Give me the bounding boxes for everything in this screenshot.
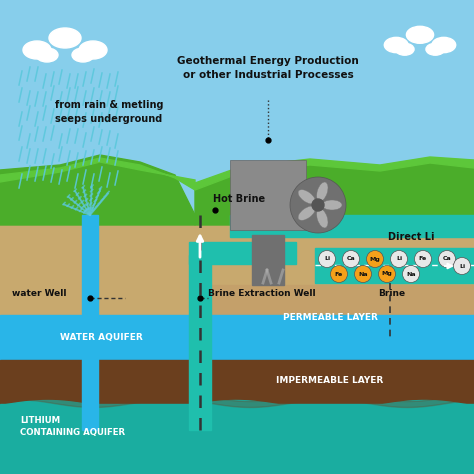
Ellipse shape bbox=[395, 43, 414, 55]
Text: Na: Na bbox=[406, 272, 416, 276]
Ellipse shape bbox=[23, 41, 51, 59]
Bar bbox=[252, 235, 284, 285]
Text: LITHIUM
CONTAINING AQUIFER: LITHIUM CONTAINING AQUIFER bbox=[20, 416, 125, 437]
Ellipse shape bbox=[432, 37, 456, 53]
Circle shape bbox=[290, 177, 346, 233]
Ellipse shape bbox=[72, 48, 94, 62]
Polygon shape bbox=[0, 155, 195, 225]
Text: Fe: Fe bbox=[419, 256, 427, 262]
Text: Na: Na bbox=[358, 272, 368, 276]
Text: Mg: Mg bbox=[370, 256, 380, 262]
Text: water Well: water Well bbox=[12, 289, 66, 298]
Text: WATER AQUIFER: WATER AQUIFER bbox=[60, 333, 143, 342]
Polygon shape bbox=[0, 158, 195, 190]
Circle shape bbox=[414, 250, 431, 267]
Text: Brine: Brine bbox=[378, 289, 405, 298]
Circle shape bbox=[312, 199, 324, 211]
Polygon shape bbox=[195, 160, 474, 225]
Circle shape bbox=[402, 265, 419, 283]
Bar bbox=[0, 0, 474, 230]
Text: Li: Li bbox=[324, 256, 330, 262]
Circle shape bbox=[319, 250, 336, 267]
Bar bbox=[315, 248, 474, 283]
Bar bbox=[189, 255, 211, 430]
Text: Li: Li bbox=[459, 264, 465, 268]
Circle shape bbox=[355, 265, 372, 283]
Ellipse shape bbox=[384, 37, 408, 53]
Ellipse shape bbox=[298, 190, 315, 204]
Bar bbox=[189, 242, 296, 264]
Text: Geothermal Energy Production
or other Industrial Processes: Geothermal Energy Production or other In… bbox=[177, 56, 359, 80]
Bar bbox=[0, 360, 474, 405]
Bar bbox=[0, 215, 474, 474]
Ellipse shape bbox=[36, 48, 58, 62]
Bar bbox=[0, 315, 474, 360]
Circle shape bbox=[379, 265, 395, 283]
Text: Li: Li bbox=[396, 256, 402, 262]
Ellipse shape bbox=[317, 182, 328, 201]
Text: Fe: Fe bbox=[335, 272, 343, 276]
Bar bbox=[230, 160, 306, 230]
Text: PERMEABLE LAYER: PERMEABLE LAYER bbox=[283, 313, 377, 322]
Text: IMPERMEABLE LAYER: IMPERMEABLE LAYER bbox=[276, 376, 383, 385]
Ellipse shape bbox=[49, 28, 81, 48]
Text: Brine Extraction Well: Brine Extraction Well bbox=[208, 289, 316, 298]
Text: from rain & metling: from rain & metling bbox=[55, 100, 164, 110]
Circle shape bbox=[366, 250, 383, 267]
Polygon shape bbox=[195, 157, 474, 190]
Bar bbox=[195, 285, 474, 330]
Bar bbox=[0, 404, 474, 474]
Bar bbox=[259, 191, 281, 266]
Text: seeps underground: seeps underground bbox=[55, 114, 162, 124]
Bar bbox=[82, 215, 98, 430]
Ellipse shape bbox=[406, 26, 434, 43]
Ellipse shape bbox=[322, 200, 342, 210]
Text: Ca: Ca bbox=[346, 256, 356, 262]
Text: Mg: Mg bbox=[382, 272, 392, 276]
Bar bbox=[230, 215, 474, 237]
Circle shape bbox=[438, 250, 456, 267]
Ellipse shape bbox=[79, 41, 107, 59]
Circle shape bbox=[454, 257, 471, 274]
Circle shape bbox=[343, 250, 359, 267]
Text: Ca: Ca bbox=[443, 256, 451, 262]
Circle shape bbox=[391, 250, 408, 267]
Text: Direct Li: Direct Li bbox=[388, 232, 435, 242]
Ellipse shape bbox=[298, 206, 315, 220]
Ellipse shape bbox=[317, 209, 328, 228]
Circle shape bbox=[330, 265, 347, 283]
Ellipse shape bbox=[426, 43, 445, 55]
Text: Hot Brine: Hot Brine bbox=[213, 194, 265, 204]
